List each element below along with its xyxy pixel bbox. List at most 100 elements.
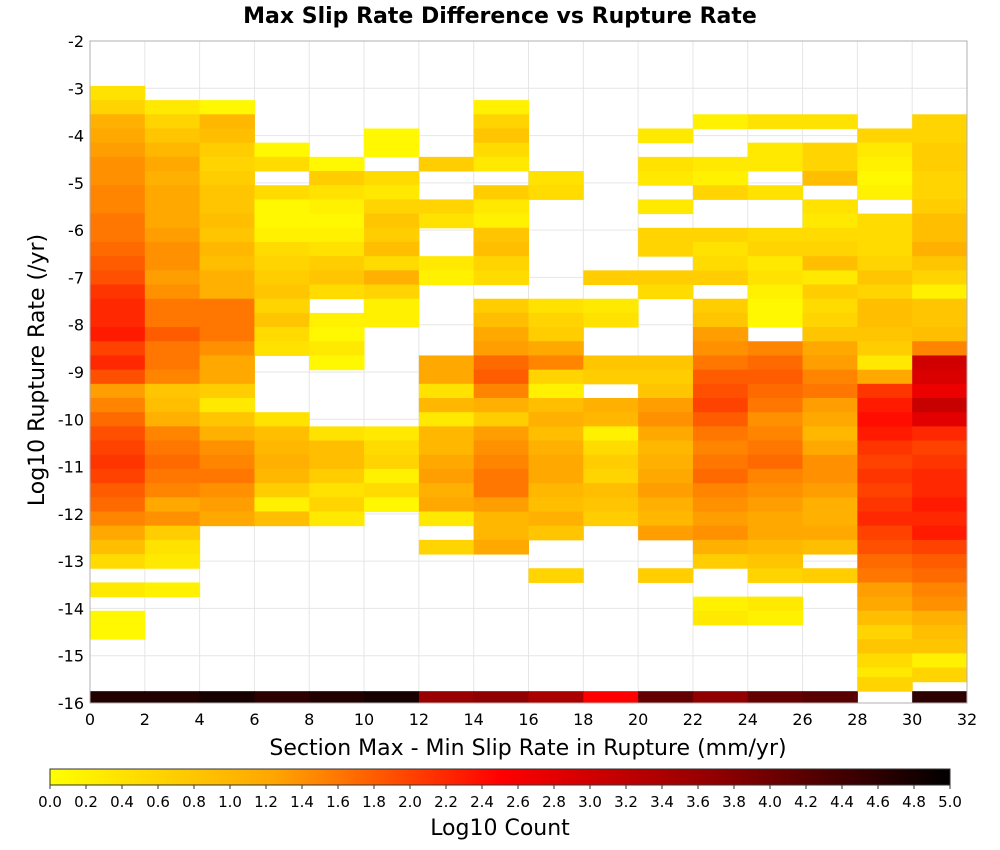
heatmap-cell <box>802 199 858 215</box>
heatmap-cell <box>418 511 475 527</box>
x-axis-label: Section Max - Min Slip Rate in Rupture (… <box>269 736 786 761</box>
x-tick-label: 10 <box>354 710 374 729</box>
heatmap-cell <box>912 185 968 200</box>
heatmap-cell <box>747 440 804 456</box>
heatmap-cell <box>254 142 310 158</box>
colorbar-tick-label: 0.2 <box>74 793 98 811</box>
heatmap-cell <box>364 185 420 200</box>
heatmap-cell <box>802 454 858 470</box>
heatmap-cell <box>912 241 968 257</box>
heatmap-cell <box>144 270 201 286</box>
heatmap-cell <box>747 554 804 569</box>
heatmap-cell <box>144 156 201 172</box>
heatmap-cell <box>692 539 749 555</box>
colorbar-tick-label: 4.0 <box>758 793 782 811</box>
heatmap-cell <box>199 398 255 413</box>
heatmap-cell <box>199 114 255 129</box>
heatmap-cell <box>638 156 694 172</box>
heatmap-cell <box>747 227 804 243</box>
heatmap-cell <box>692 312 749 328</box>
colorbar-tick-label: 3.2 <box>614 793 638 811</box>
heatmap-cell <box>418 426 475 442</box>
heatmap-cell <box>912 312 968 328</box>
heatmap-cell <box>309 185 365 200</box>
heatmap-cell <box>199 241 255 257</box>
x-axis-ticks: 0 2 4 6 8 10 12 14 16 18 20 22 24 26 28 30 32 <box>85 710 977 729</box>
heatmap-cell <box>309 497 365 512</box>
heatmap-cell <box>692 171 749 186</box>
heatmap-cell <box>747 568 804 583</box>
heatmap-cell <box>747 596 804 612</box>
heatmap-cell <box>692 426 749 442</box>
colorbar-tick-label: 3.6 <box>686 793 710 811</box>
heatmap-cell <box>857 497 913 512</box>
y-tick-label: -5 <box>68 174 84 193</box>
heatmap-cell <box>638 525 694 541</box>
heatmap-cell <box>199 369 255 385</box>
heatmap-cell <box>199 171 255 186</box>
heatmap-cell <box>199 383 255 399</box>
x-tick-label: 28 <box>847 710 867 729</box>
heatmap-cell <box>309 511 365 527</box>
heatmap-cell <box>199 100 255 115</box>
heatmap-cell <box>473 185 529 200</box>
heatmap-cell <box>90 525 146 541</box>
heatmap-cell <box>90 582 146 598</box>
x-tick-label: 0 <box>85 710 95 729</box>
heatmap-cell <box>857 398 913 413</box>
heatmap-cell <box>144 128 201 144</box>
heatmap-cell <box>747 256 804 271</box>
heatmap-cell <box>692 369 749 385</box>
y-tick-label: -12 <box>58 505 84 524</box>
heatmap-cell <box>802 539 858 555</box>
heatmap-cell <box>418 539 475 555</box>
heatmap-cell <box>912 270 968 286</box>
heatmap-cell <box>144 298 201 314</box>
heatmap-cell <box>254 284 310 300</box>
heatmap-cell <box>802 213 858 229</box>
heatmap-cell <box>309 454 365 470</box>
heatmap-cell <box>912 298 968 314</box>
heatmap-cell <box>912 468 968 484</box>
heatmap-cell <box>638 454 694 470</box>
heatmap-cell <box>747 312 804 328</box>
heatmap-cell <box>144 327 201 342</box>
heatmap-cell <box>912 639 968 654</box>
heatmap-cell <box>857 554 913 569</box>
heatmap-cell <box>90 610 146 626</box>
colorbar-tick-label: 2.2 <box>434 793 458 811</box>
heatmap-cell <box>857 525 913 541</box>
heatmap-cell <box>528 525 584 541</box>
heatmap-cell <box>473 298 529 314</box>
heatmap-cell <box>90 227 146 243</box>
heatmap-cell <box>90 454 146 470</box>
heatmap-cell <box>309 483 365 498</box>
heatmap-cell <box>857 454 913 470</box>
heatmap-cell <box>692 440 749 456</box>
heatmap-cell <box>309 341 365 356</box>
heatmap-cell <box>473 468 529 484</box>
heatmap-cell <box>802 227 858 243</box>
heatmap-cell <box>254 497 310 512</box>
heatmap-cell <box>692 327 749 342</box>
heatmap-cell <box>802 398 858 413</box>
heatmap-cell <box>692 554 749 569</box>
heatmap-cell <box>692 468 749 484</box>
heatmap-cell <box>583 355 639 371</box>
heatmap-cell <box>857 227 913 243</box>
x-tick-label: 4 <box>195 710 205 729</box>
heatmap-cell <box>747 114 804 129</box>
heatmap-cell <box>528 383 584 399</box>
heatmap-cell <box>90 185 146 200</box>
heatmap-cell <box>857 624 913 640</box>
heatmap-cell <box>912 156 968 172</box>
colorbar-tick-label: 0.8 <box>182 793 206 811</box>
heatmap-cell <box>528 355 584 371</box>
heatmap-cell <box>199 199 255 215</box>
heatmap-cell <box>638 483 694 498</box>
colorbar-tick-label: 4.4 <box>830 793 854 811</box>
heatmap-cell <box>528 298 584 314</box>
heatmap-cell <box>692 114 749 129</box>
heatmap-cell <box>912 355 968 371</box>
heatmap-cell <box>638 440 694 456</box>
